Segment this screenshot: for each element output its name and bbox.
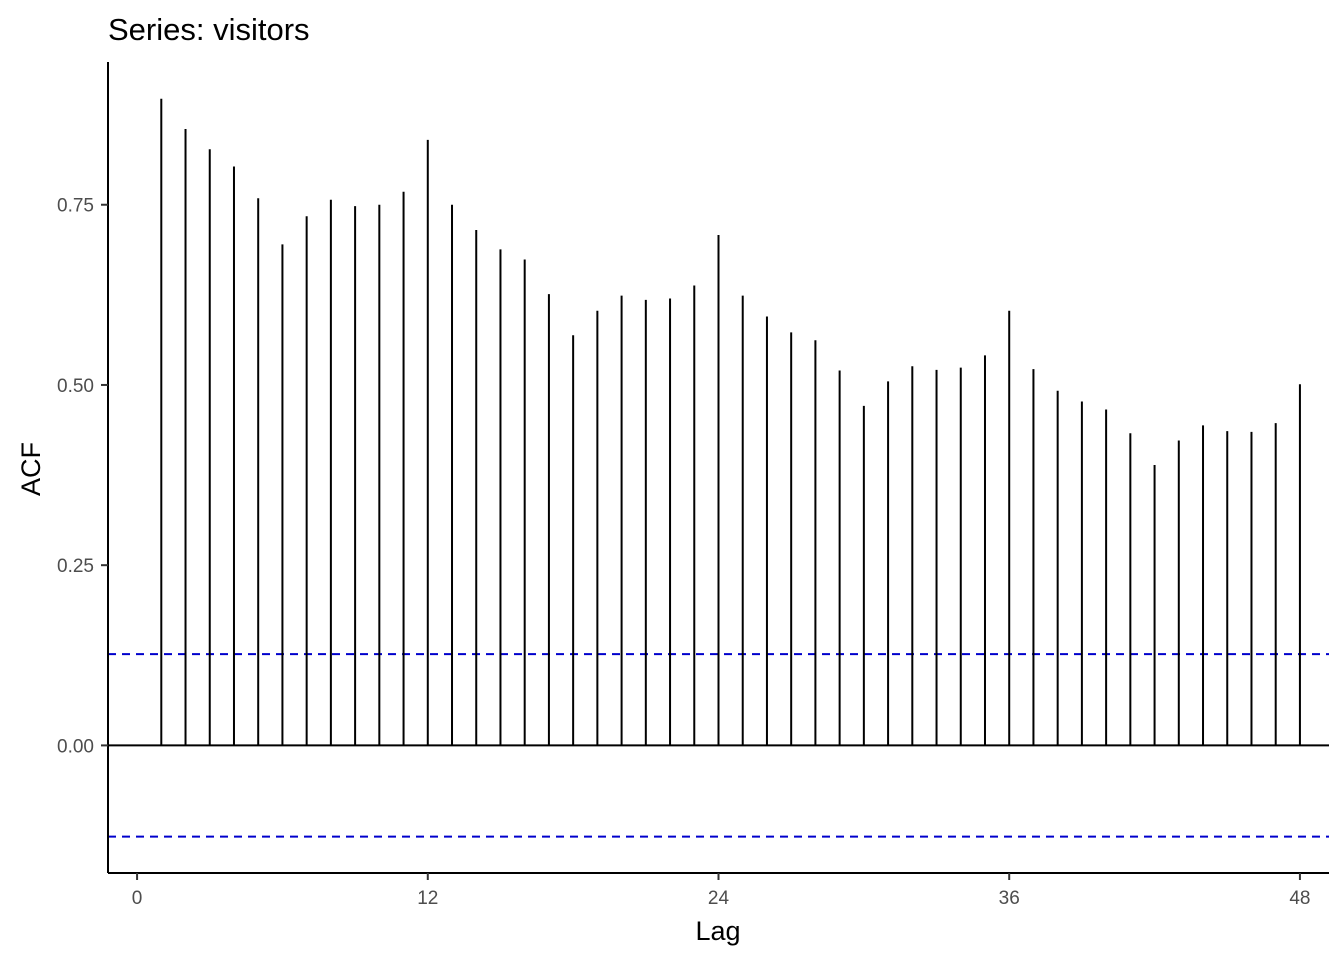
y-tick-label: 0.75 — [57, 196, 94, 217]
plot-area: 0.00 0.25 0.50 0.75 0 12 24 36 48 — [57, 62, 1329, 909]
y-tick-label: 0.25 — [57, 556, 94, 577]
x-tick-label: 48 — [1289, 888, 1310, 909]
x-tick-label: 0 — [132, 888, 143, 909]
chart-title: Series: visitors — [108, 12, 310, 47]
x-tick-label: 24 — [708, 888, 730, 909]
x-tick-label: 12 — [417, 888, 438, 909]
x-tick-label: 36 — [999, 888, 1020, 909]
y-tick-label: 0.00 — [57, 736, 94, 757]
x-axis-title: Lag — [695, 916, 740, 946]
y-axis-title: ACF — [16, 442, 46, 496]
y-tick-label: 0.50 — [57, 376, 94, 397]
